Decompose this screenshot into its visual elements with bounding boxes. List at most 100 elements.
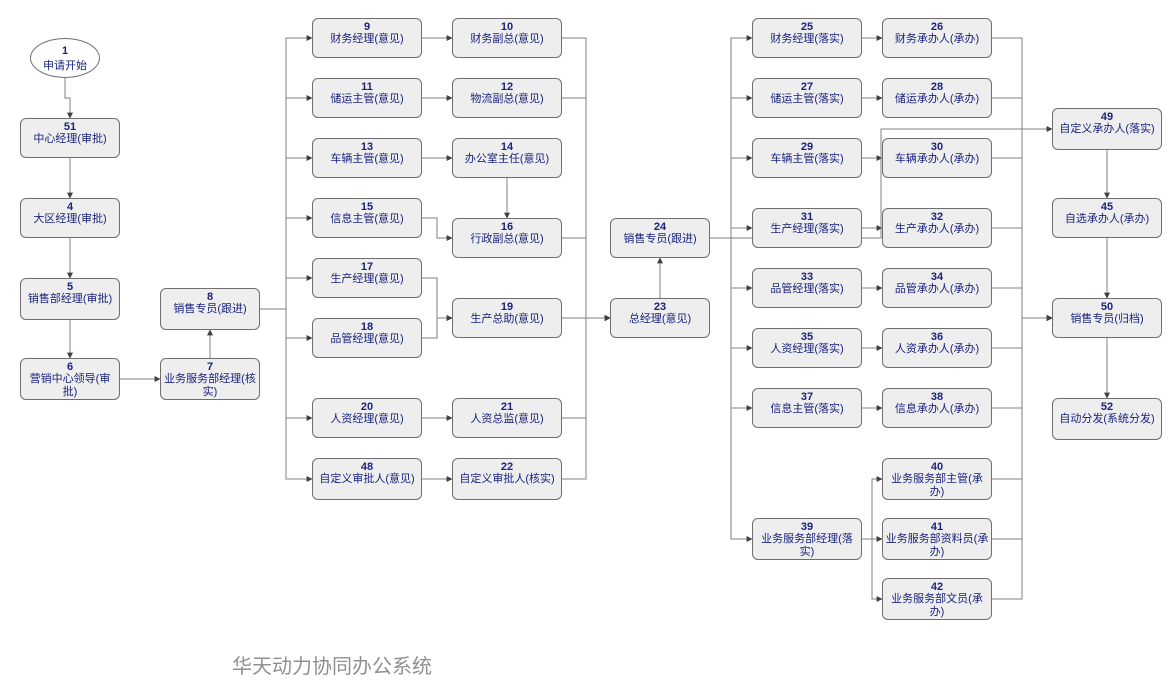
edge-n28-n50 — [992, 98, 1052, 318]
flow-node-n32[interactable]: 32生产承办人(承办) — [882, 208, 992, 248]
flow-node-n7[interactable]: 7业务服务部经理(核实) — [160, 358, 260, 400]
node-number: 19 — [453, 301, 561, 313]
node-label: 业务服务部文员(承办) — [883, 593, 991, 619]
node-number: 31 — [753, 211, 861, 223]
flow-node-n17[interactable]: 17生产经理(意见) — [312, 258, 422, 298]
flow-node-n28[interactable]: 28储运承办人(承办) — [882, 78, 992, 118]
node-number: 48 — [313, 461, 421, 473]
flow-node-n6[interactable]: 6营销中心领导(审批) — [20, 358, 120, 400]
edge-n24-n39 — [710, 238, 752, 539]
flow-node-n14[interactable]: 14办公室主任(意见) — [452, 138, 562, 178]
edge-n24-n31 — [710, 228, 752, 238]
flow-node-n27[interactable]: 27储运主管(落实) — [752, 78, 862, 118]
flow-node-n11[interactable]: 11储运主管(意见) — [312, 78, 422, 118]
flow-node-n50[interactable]: 50销售专员(归档) — [1052, 298, 1162, 338]
flow-node-n8[interactable]: 8销售专员(跟进) — [160, 288, 260, 330]
node-number: 33 — [753, 271, 861, 283]
node-number: 29 — [753, 141, 861, 153]
flow-node-n20[interactable]: 20人资经理(意见) — [312, 398, 422, 438]
flow-node-n22[interactable]: 22自定义审批人(核实) — [452, 458, 562, 500]
edge-n8-n9 — [260, 38, 312, 309]
edge-n24-n27 — [710, 98, 752, 238]
edge-n1-n51 — [65, 78, 70, 118]
node-number: 12 — [453, 81, 561, 93]
node-label: 办公室主任(意见) — [453, 153, 561, 166]
flow-node-n5[interactable]: 5销售部经理(审批) — [20, 278, 120, 320]
flow-node-n45[interactable]: 45自选承办人(承办) — [1052, 198, 1162, 238]
flow-node-n9[interactable]: 9财务经理(意见) — [312, 18, 422, 58]
node-label: 自定义承办人(落实) — [1053, 123, 1161, 136]
node-label: 品管承办人(承办) — [883, 283, 991, 296]
flow-node-n38[interactable]: 38信息承办人(承办) — [882, 388, 992, 428]
node-label: 中心经理(审批) — [21, 133, 119, 146]
flow-node-n33[interactable]: 33品管经理(落实) — [752, 268, 862, 308]
node-label: 品管经理(意见) — [313, 333, 421, 346]
flow-node-n18[interactable]: 18品管经理(意见) — [312, 318, 422, 358]
node-label: 物流副总(意见) — [453, 93, 561, 106]
flow-node-n41[interactable]: 41业务服务部资料员(承办) — [882, 518, 992, 560]
node-label: 人资承办人(承办) — [883, 343, 991, 356]
flow-node-n36[interactable]: 36人资承办人(承办) — [882, 328, 992, 368]
node-number: 25 — [753, 21, 861, 33]
flow-node-n37[interactable]: 37信息主管(落实) — [752, 388, 862, 428]
node-label: 信息主管(落实) — [753, 403, 861, 416]
flow-node-n21[interactable]: 21人资总监(意见) — [452, 398, 562, 438]
flow-node-n4[interactable]: 4大区经理(审批) — [20, 198, 120, 238]
node-label: 人资总监(意见) — [453, 413, 561, 426]
flow-node-n49[interactable]: 49自定义承办人(落实) — [1052, 108, 1162, 150]
node-number: 40 — [883, 461, 991, 473]
flow-node-n48[interactable]: 48自定义审批人(意见) — [312, 458, 422, 500]
edge-n12-n23 — [562, 98, 610, 318]
flow-node-n35[interactable]: 35人资经理(落实) — [752, 328, 862, 368]
flow-node-n39[interactable]: 39业务服务部经理(落实) — [752, 518, 862, 560]
node-label: 销售部经理(审批) — [21, 293, 119, 306]
flow-node-n26[interactable]: 26财务承办人(承办) — [882, 18, 992, 58]
node-number: 30 — [883, 141, 991, 153]
node-number: 51 — [21, 121, 119, 133]
node-label: 自定义审批人(意见) — [313, 473, 421, 486]
flow-node-n34[interactable]: 34品管承办人(承办) — [882, 268, 992, 308]
edge-n10-n23 — [562, 38, 610, 318]
edge-n15-n16 — [422, 218, 452, 238]
node-number: 22 — [453, 461, 561, 473]
node-number: 6 — [21, 361, 119, 373]
flow-node-n51[interactable]: 51中心经理(审批) — [20, 118, 120, 158]
edge-n24-n35 — [710, 238, 752, 348]
node-number: 41 — [883, 521, 991, 533]
flow-node-n12[interactable]: 12物流副总(意见) — [452, 78, 562, 118]
flowchart-canvas: 1申请开始 51中心经理(审批) 4大区经理(审批) 5销售部经理(审批) 6营销中心领… — [0, 0, 1175, 682]
node-label: 生产经理(意见) — [313, 273, 421, 286]
node-number: 52 — [1053, 401, 1161, 413]
edge-n8-n18 — [260, 309, 312, 338]
flow-node-n16[interactable]: 16行政副总(意见) — [452, 218, 562, 258]
node-label: 行政副总(意见) — [453, 233, 561, 246]
flow-node-n10[interactable]: 10财务副总(意见) — [452, 18, 562, 58]
node-label: 销售专员(跟进) — [611, 233, 709, 246]
edge-n30-n50 — [992, 158, 1052, 318]
node-number: 32 — [883, 211, 991, 223]
flow-node-n13[interactable]: 13车辆主管(意见) — [312, 138, 422, 178]
flow-node-n29[interactable]: 29车辆主管(落实) — [752, 138, 862, 178]
flow-node-n23[interactable]: 23总经理(意见) — [610, 298, 710, 338]
node-label: 储运主管(落实) — [753, 93, 861, 106]
edge-n16-n23 — [562, 238, 610, 318]
edge-n34-n50 — [992, 288, 1052, 318]
flow-node-n42[interactable]: 42业务服务部文员(承办) — [882, 578, 992, 620]
node-label: 自定义审批人(核实) — [453, 473, 561, 486]
edge-n8-n13 — [260, 158, 312, 309]
flow-node-n25[interactable]: 25财务经理(落实) — [752, 18, 862, 58]
flow-node-n52[interactable]: 52自动分发(系统分发) — [1052, 398, 1162, 440]
node-number: 27 — [753, 81, 861, 93]
flow-node-n30[interactable]: 30车辆承办人(承办) — [882, 138, 992, 178]
edge-n24-n33 — [710, 238, 752, 288]
flow-node-n15[interactable]: 15信息主管(意见) — [312, 198, 422, 238]
flow-node-n40[interactable]: 40业务服务部主管(承办) — [882, 458, 992, 500]
flow-node-n1[interactable]: 1申请开始 — [30, 38, 100, 78]
edge-n18-n19 — [422, 318, 452, 338]
edge-n42-n50 — [992, 318, 1052, 599]
flow-node-n19[interactable]: 19生产总助(意见) — [452, 298, 562, 338]
flow-node-n31[interactable]: 31生产经理(落实) — [752, 208, 862, 248]
edge-n8-n20 — [260, 309, 312, 418]
watermark-text: 华天动力协同办公系统 — [232, 650, 432, 679]
flow-node-n24[interactable]: 24销售专员(跟进) — [610, 218, 710, 258]
